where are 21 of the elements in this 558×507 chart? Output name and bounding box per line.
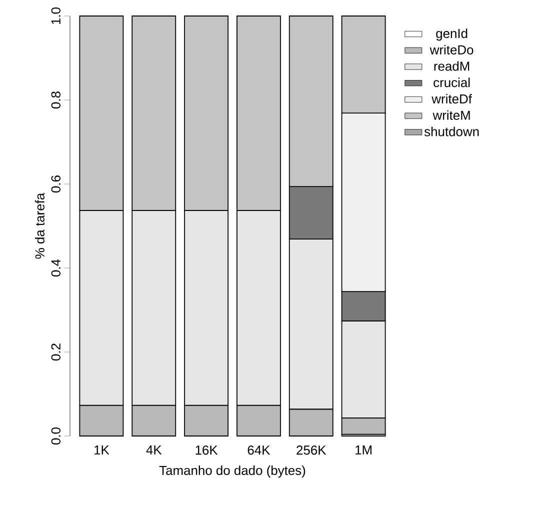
legend-label: writeDf <box>432 94 472 104</box>
y-tick-label: 1.0 <box>51 7 60 24</box>
x-tick-label: 16K <box>196 446 218 455</box>
x-tick-label: 1K <box>94 446 110 454</box>
y-tick-label: 0.2 <box>51 344 60 360</box>
x-tick-label: 4K <box>146 446 162 454</box>
y-axis-title: % da tarefa <box>34 192 44 259</box>
x-tick-label: 256K <box>296 446 326 455</box>
legend-label: genId <box>436 28 468 41</box>
y-tick-label: 0.8 <box>51 92 60 108</box>
x-tick-label: 1M <box>356 446 372 454</box>
legend-label: readM <box>434 61 470 71</box>
legend-label: writeDo <box>430 44 474 54</box>
legend-label: writeM <box>432 110 470 120</box>
legend-label: crucial <box>434 78 470 88</box>
y-tick-label: 0.0 <box>51 427 60 444</box>
legend-label: shutdown <box>424 126 479 136</box>
x-axis-title: Tamanho do dado (bytes) <box>159 466 306 478</box>
y-tick-label: 0.6 <box>51 176 60 192</box>
y-tick-label: 0.4 <box>51 259 60 276</box>
x-tick-label: 64K <box>248 446 270 455</box>
